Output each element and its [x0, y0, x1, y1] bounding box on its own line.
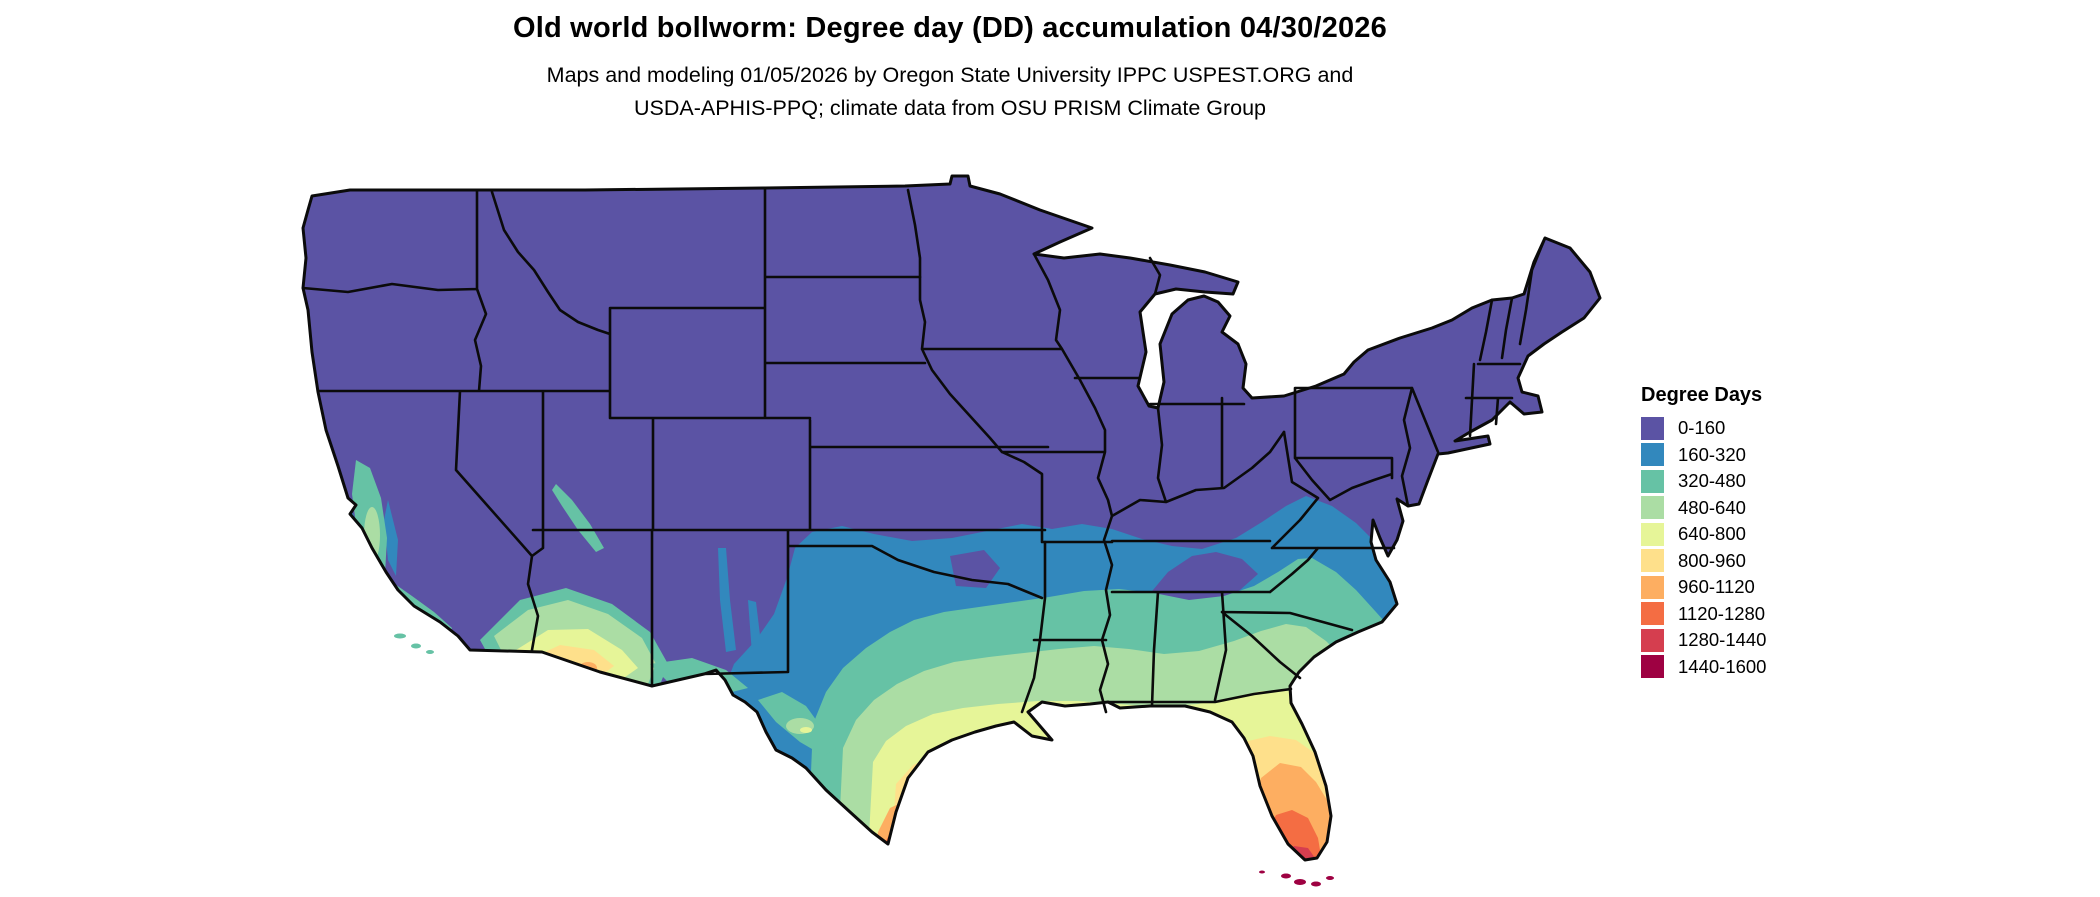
- figure-title: Old world bollworm: Degree day (DD) accu…: [513, 12, 1387, 44]
- figure-subtitle: Maps and modeling 01/05/2026 by Oregon S…: [0, 59, 1900, 125]
- legend-item: 800-960: [1641, 548, 1766, 575]
- legend-swatch: [1641, 655, 1664, 679]
- legend-swatch: [1641, 522, 1664, 546]
- state-borders-midwest: [906, 188, 1286, 714]
- figure-header: Old world bollworm: Degree day (DD) accu…: [0, 12, 1900, 125]
- legend-label: 320-480: [1678, 470, 1746, 492]
- legend-swatch: [1641, 443, 1664, 467]
- legend-label: 1120-1280: [1678, 602, 1766, 624]
- yuma-orange-spot: [535, 656, 549, 666]
- florida-keys-island: [1326, 876, 1334, 880]
- legend-label: 160-320: [1678, 443, 1746, 465]
- legend-label: 480-640: [1678, 496, 1746, 518]
- florida-keys-island: [1281, 873, 1291, 879]
- legend-item: 0-160: [1641, 415, 1766, 442]
- legend-item: 1280-1440: [1641, 627, 1766, 654]
- legend-label: 1440-1600: [1678, 655, 1767, 677]
- big-bend-yellow-spot: [800, 727, 812, 733]
- offshore-islands: [394, 633, 1334, 887]
- legend-item: 160-320: [1641, 442, 1766, 469]
- sierra-foothill-blue: [384, 500, 398, 576]
- legend-item: 480-640: [1641, 495, 1766, 522]
- legend-item: 1120-1280: [1641, 601, 1766, 628]
- channel-island: [394, 633, 406, 639]
- subtitle-line-2: USDA-APHIS-PPQ; climate data from OSU PR…: [633, 96, 1267, 120]
- legend-label: 800-960: [1678, 549, 1746, 571]
- state-borders-west: [301, 186, 1050, 714]
- legend-item: 1440-1600: [1641, 654, 1766, 681]
- legend-item: 640-800: [1641, 521, 1766, 548]
- legend-swatch: [1641, 575, 1664, 599]
- state-borders: [301, 186, 1547, 714]
- legend-label: 640-800: [1678, 523, 1746, 545]
- legend-swatch: [1641, 416, 1664, 440]
- legend-item: 320-480: [1641, 468, 1766, 495]
- state-borders-south-east: [1106, 386, 1440, 708]
- legend-label: 960-1120: [1678, 576, 1755, 598]
- florida-keys-island: [1294, 879, 1306, 885]
- legend-title: Degree Days: [1641, 384, 1763, 406]
- degree-day-raster: [303, 176, 1600, 860]
- legend-swatch: [1641, 549, 1664, 573]
- grand-canyon-teal-wisp: [552, 484, 604, 552]
- state-borders-new-england: [1464, 236, 1547, 438]
- channel-island: [426, 650, 434, 654]
- conus-outline: [301, 174, 1602, 862]
- channel-island: [411, 643, 421, 649]
- legend-label: 0-160: [1678, 417, 1726, 439]
- rio-grande-valley-blue-streak: [718, 548, 736, 652]
- legend-item: 960-1120: [1641, 574, 1766, 601]
- florida-keys-island: [1311, 881, 1321, 887]
- legend-swatch: [1641, 469, 1664, 493]
- pecos-blue-streak: [748, 600, 762, 654]
- legend-swatch: [1641, 628, 1664, 652]
- band-0-160: [303, 176, 1600, 860]
- subtitle-line-1: Maps and modeling 01/05/2026 by Oregon S…: [546, 63, 1354, 87]
- legend-entries: 0-160 160-320 320-480 480-640 640-800 800-960…: [1641, 415, 1766, 680]
- legend: Degree Days 0-160 160-320 320-480 480-640 64…: [1641, 384, 1766, 680]
- florida-keys-island: [1259, 870, 1265, 874]
- legend-swatch: [1641, 602, 1664, 626]
- legend-swatch: [1641, 496, 1664, 520]
- legend-label: 1280-1440: [1678, 629, 1767, 651]
